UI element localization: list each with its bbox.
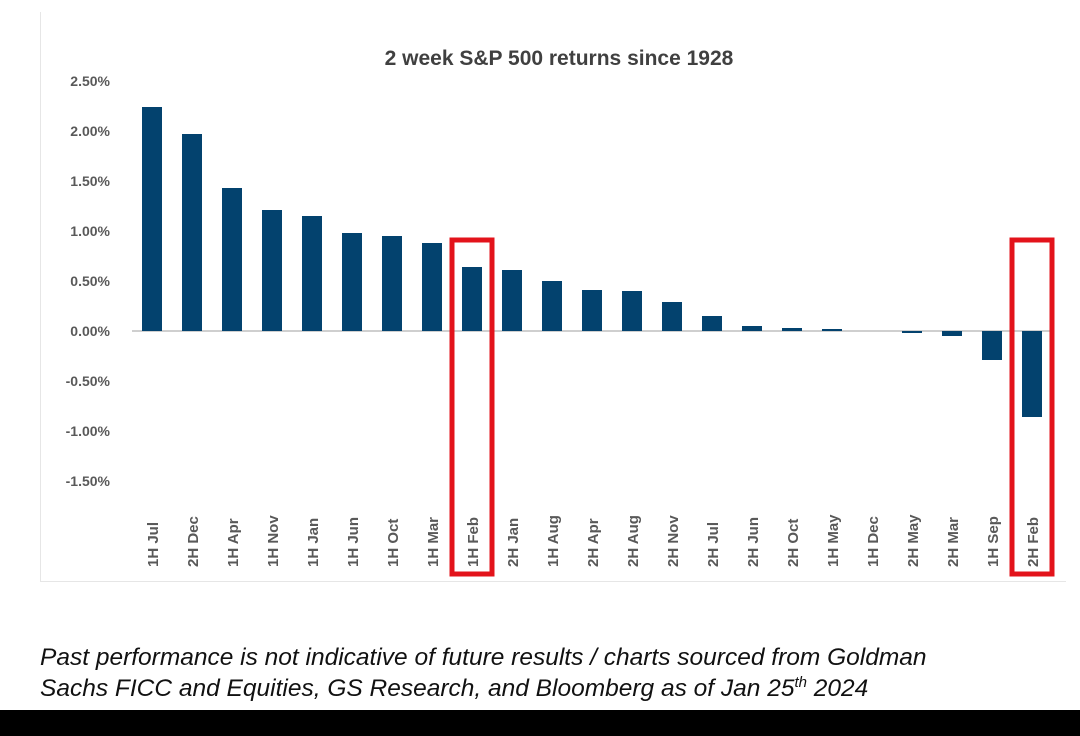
x-axis-category-labels: 1H Jul 2H Dec 1H Apr 1H Nov 1H Jan 1H Jun 1H O… (145, 514, 1042, 567)
x-tick-label: 2H Jul (705, 522, 722, 567)
bar-2h-jan (502, 270, 522, 331)
y-tick-label: 2.00% (70, 123, 110, 139)
bar-2h-mar (942, 331, 962, 336)
bar-2h-apr (582, 290, 602, 331)
bar-1h-apr (222, 188, 242, 331)
highlight-box-1h-feb (449, 237, 495, 577)
x-tick-label: 1H Jun (345, 517, 362, 567)
caption-line-2-year: 2024 (806, 675, 869, 702)
x-tick-label: 1H May (825, 514, 842, 567)
source-caption: Past performance is not indicative of fu… (40, 642, 1050, 704)
bar-2h-jun (742, 326, 762, 331)
x-tick-label: 1H Apr (225, 518, 242, 567)
y-tick-label: 0.00% (70, 323, 110, 339)
x-tick-label: 2H Feb (1025, 517, 1042, 567)
bar-1h-mar (422, 243, 442, 331)
bar-1h-jan (302, 216, 322, 331)
x-tick-label: 2H May (905, 514, 922, 567)
bar-1h-sep (982, 331, 1002, 360)
x-tick-label: 2H Aug (625, 515, 642, 567)
highlight-box-2h-feb (1009, 237, 1055, 577)
bar-1h-feb (462, 267, 482, 331)
y-tick-label: -1.00% (66, 423, 111, 439)
caption-line-2-text: Sachs FICC and Equities, GS Research, an… (40, 675, 795, 702)
bar-2h-may (902, 331, 922, 333)
bar-1h-nov (262, 210, 282, 331)
bar-2h-dec (182, 134, 202, 331)
x-tick-label: 1H Jan (305, 518, 322, 567)
x-tick-label: 1H Oct (385, 519, 402, 567)
highlight-boxes (449, 237, 1055, 577)
x-tick-label: 1H Sep (985, 516, 1002, 567)
bar-1h-oct (382, 236, 402, 331)
bar-2h-nov (662, 302, 682, 331)
bar-2h-oct (782, 328, 802, 331)
y-tick-label: 0.50% (70, 273, 110, 289)
y-tick-label: 1.50% (70, 173, 110, 189)
y-tick-label: -1.50% (66, 473, 111, 489)
y-axis-tick-labels: 2.50% 2.00% 1.50% 1.00% 0.50% 0.00% -0.50% -1.0… (66, 73, 111, 489)
x-tick-label: 2H Mar (945, 517, 962, 567)
bar-2h-feb (1022, 331, 1042, 417)
x-tick-label: 1H Mar (425, 517, 442, 567)
bar-1h-aug (542, 281, 562, 331)
x-tick-label: 2H Apr (585, 518, 602, 567)
bar-2h-jul (702, 316, 722, 331)
x-tick-label: 2H Oct (785, 519, 802, 567)
x-tick-label: 2H Nov (665, 515, 682, 567)
x-tick-label: 2H Dec (185, 516, 202, 567)
chart-panel: 2 week S&P 500 returns since 1928 2.50% 2… (40, 12, 1066, 582)
bottom-black-bar (0, 710, 1080, 736)
x-tick-label: 1H Jul (145, 522, 162, 567)
bar-2h-aug (622, 291, 642, 331)
bar-1h-may (822, 329, 842, 331)
x-tick-label: 1H Dec (865, 516, 882, 567)
bar-1h-jul (142, 107, 162, 331)
x-tick-label: 1H Aug (545, 515, 562, 567)
y-tick-label: -0.50% (66, 373, 111, 389)
bar-1h-jun (342, 233, 362, 331)
caption-superscript: th (794, 673, 807, 691)
x-tick-label: 2H Jun (745, 517, 762, 567)
y-tick-label: 2.50% (70, 73, 110, 89)
bar-series (142, 107, 1042, 417)
x-tick-label: 1H Nov (265, 515, 282, 567)
x-tick-label: 2H Jan (505, 518, 522, 567)
x-tick-label: 1H Feb (465, 517, 482, 567)
bar-chart: 2 week S&P 500 returns since 1928 2.50%2… (40, 12, 1066, 582)
caption-line-1: Past performance is not indicative of fu… (40, 644, 927, 671)
y-tick-label: 1.00% (70, 223, 110, 239)
caption-line-2: Sachs FICC and Equities, GS Research, an… (40, 673, 1050, 704)
chart-title: 2 week S&P 500 returns since 1928 (385, 47, 734, 70)
